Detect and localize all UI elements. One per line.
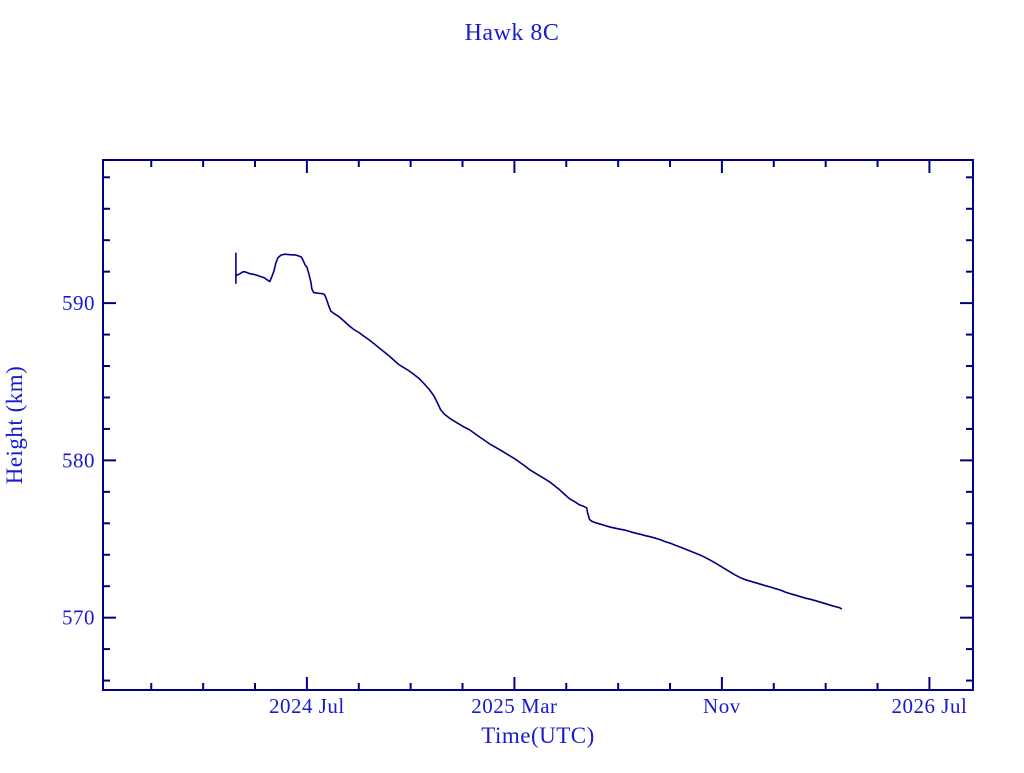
y-tick-label: 570: [62, 606, 95, 630]
x-tick-label: 2026 Jul: [892, 694, 968, 718]
x-axis-label: Time(UTC): [481, 723, 595, 748]
tick-labels: 2024 Jul 2025 Mar Nov 2026 Jul 570 580 590: [62, 291, 967, 718]
y-tick-label: 580: [62, 448, 95, 472]
x-tick-label: 2025 Mar: [471, 694, 557, 718]
plot-frame: [102, 159, 974, 691]
series-height-km: [235, 253, 843, 610]
data-series: [235, 252, 843, 610]
chart-title: Hawk 8C: [465, 20, 560, 46]
y-axis-label: Height (km): [2, 366, 27, 485]
x-tick-label: Nov: [703, 694, 741, 718]
x-tick-label: 2024 Jul: [269, 694, 345, 718]
plot-border: [102, 159, 974, 691]
axis-ticks: [103, 160, 973, 690]
y-tick-label: 590: [62, 291, 95, 315]
